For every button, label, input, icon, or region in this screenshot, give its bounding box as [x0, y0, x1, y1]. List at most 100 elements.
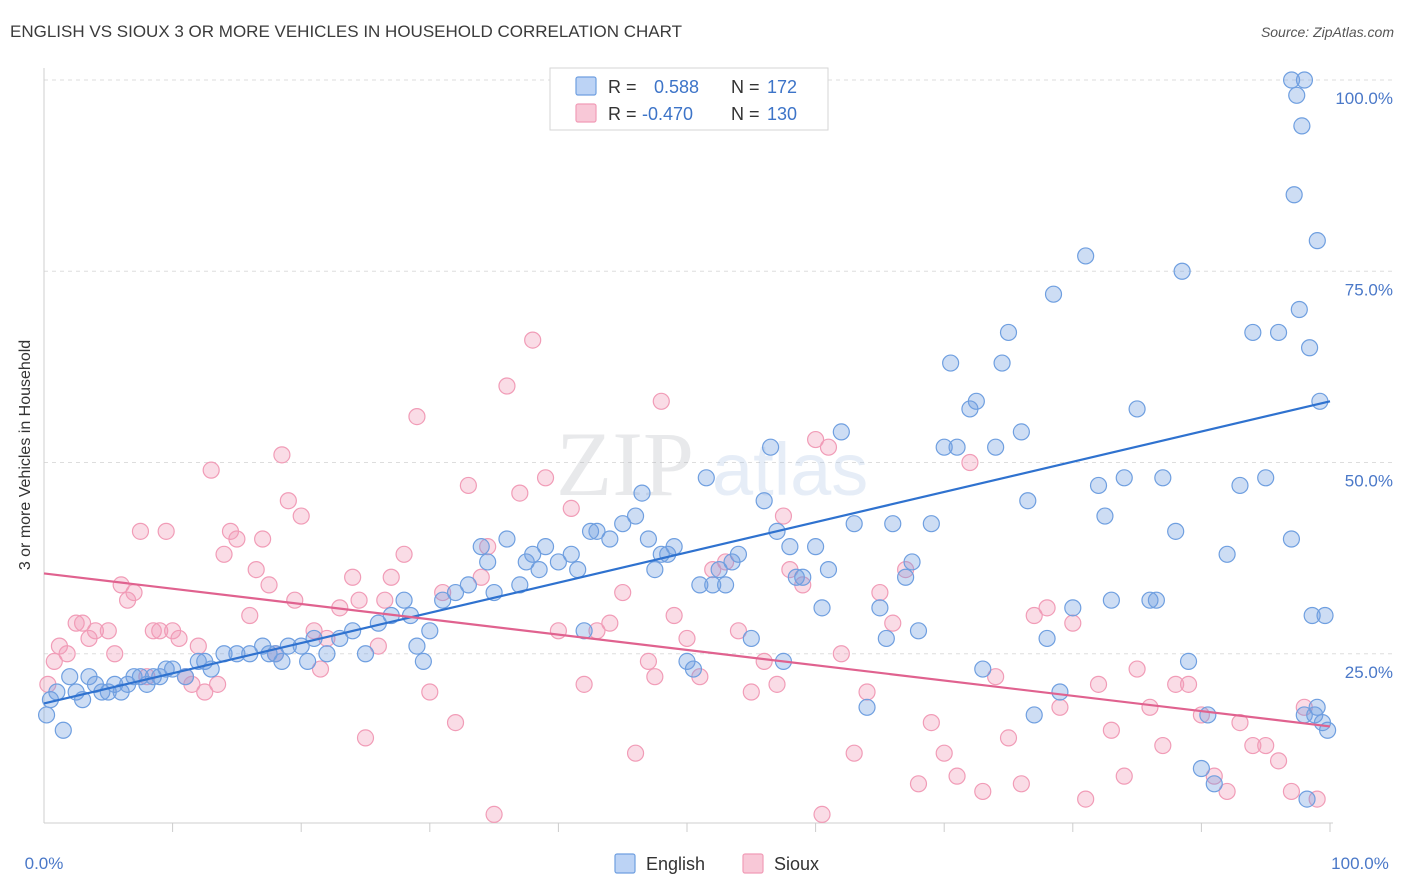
- source-label: Source: ZipAtlas.com: [1260, 24, 1394, 40]
- stats-sioux-swatch: [575, 103, 597, 123]
- data-point: [157, 522, 175, 540]
- data-point: [350, 591, 368, 609]
- data-point: [691, 576, 709, 594]
- data-point: [176, 668, 195, 686]
- data-point: [935, 744, 953, 762]
- data-point: [967, 392, 985, 410]
- data-point: [569, 560, 587, 579]
- data-point: [247, 560, 265, 579]
- y-tick-label: 25.0%: [1345, 663, 1393, 682]
- y-axis-label: 3 or more Vehicles in Household: [17, 339, 34, 571]
- data-point: [652, 392, 670, 410]
- stats-english-r: 0.588: [654, 77, 699, 97]
- stats-box: R = 0.588 N = 172 R = -0.470 N = 130: [549, 67, 829, 131]
- data-point: [498, 377, 516, 395]
- data-point: [1025, 706, 1043, 724]
- data-point: [1141, 591, 1159, 609]
- data-point: [678, 629, 696, 648]
- data-point: [344, 568, 362, 586]
- watermark-atlas: atlas: [712, 428, 868, 511]
- data-point: [260, 576, 278, 594]
- data-point: [279, 492, 297, 510]
- data-point: [189, 637, 207, 655]
- data-point: [241, 606, 259, 625]
- data-point: [1303, 606, 1321, 625]
- data-point: [1308, 790, 1326, 808]
- data-point: [614, 515, 632, 533]
- data-point: [774, 507, 793, 525]
- data-point: [761, 438, 780, 456]
- data-point: [395, 545, 413, 563]
- data-point: [987, 438, 1005, 456]
- data-point: [58, 645, 76, 663]
- data-point: [446, 583, 465, 602]
- stats-sioux-r-label: R =: [608, 104, 637, 124]
- data-point: [1269, 323, 1288, 342]
- data-point: [131, 522, 150, 540]
- data-point: [909, 775, 928, 793]
- data-point: [845, 744, 863, 762]
- data-point: [1012, 423, 1030, 441]
- data-point: [948, 767, 966, 785]
- data-point: [581, 522, 600, 540]
- data-point: [1064, 614, 1082, 632]
- data-point: [819, 438, 838, 456]
- data-point: [1290, 300, 1308, 319]
- data-point: [781, 538, 799, 556]
- legend-sioux-swatch: [742, 853, 764, 874]
- y-tick-label: 50.0%: [1345, 472, 1393, 491]
- data-point: [376, 591, 394, 609]
- data-point: [974, 782, 992, 801]
- data-point: [48, 683, 66, 701]
- data-point: [1077, 247, 1095, 265]
- data-point: [562, 499, 580, 517]
- data-point: [215, 545, 233, 563]
- data-point: [704, 576, 722, 594]
- data-point: [549, 622, 568, 640]
- data-point: [993, 354, 1011, 372]
- data-point: [1038, 629, 1056, 648]
- data-point: [421, 683, 439, 701]
- data-point: [382, 568, 400, 586]
- data-point: [459, 576, 477, 594]
- data-point: [1295, 71, 1314, 89]
- stats-sioux-r: -0.470: [642, 104, 693, 124]
- watermark: ZIP atlas: [556, 413, 868, 515]
- data-point: [646, 668, 664, 686]
- legend-english-label: English: [646, 854, 705, 874]
- data-point: [511, 576, 529, 594]
- data-point: [144, 622, 162, 640]
- data-point: [871, 599, 889, 617]
- data-point: [897, 568, 915, 586]
- sioux-trend-line: [43, 572, 1331, 728]
- legend-sioux-label: Sioux: [774, 854, 819, 874]
- data-point: [1244, 323, 1262, 342]
- y-tick-label: 100.0%: [1335, 89, 1393, 108]
- data-point: [1167, 675, 1185, 693]
- data-point: [755, 492, 773, 510]
- data-point: [614, 583, 632, 602]
- data-point: [1298, 790, 1316, 808]
- data-point: [421, 622, 439, 640]
- data-point: [112, 576, 130, 594]
- data-point: [1179, 652, 1198, 671]
- data-point: [1154, 469, 1172, 487]
- data-point: [1293, 117, 1311, 135]
- data-point: [562, 545, 580, 563]
- data-point: [170, 629, 188, 648]
- data-point: [999, 323, 1018, 342]
- data-point: [871, 583, 889, 602]
- x-tick-label-max: 100.0%: [1331, 854, 1389, 873]
- data-point: [639, 652, 658, 671]
- data-point: [832, 645, 850, 663]
- stats-sioux-n-label: N =: [731, 104, 760, 124]
- data-point: [1269, 752, 1288, 770]
- data-point: [974, 660, 992, 678]
- data-point: [639, 530, 658, 548]
- data-point: [1205, 775, 1223, 793]
- data-point: [1089, 476, 1108, 495]
- data-point: [684, 660, 703, 678]
- data-point: [414, 652, 432, 671]
- data-point: [1218, 782, 1236, 801]
